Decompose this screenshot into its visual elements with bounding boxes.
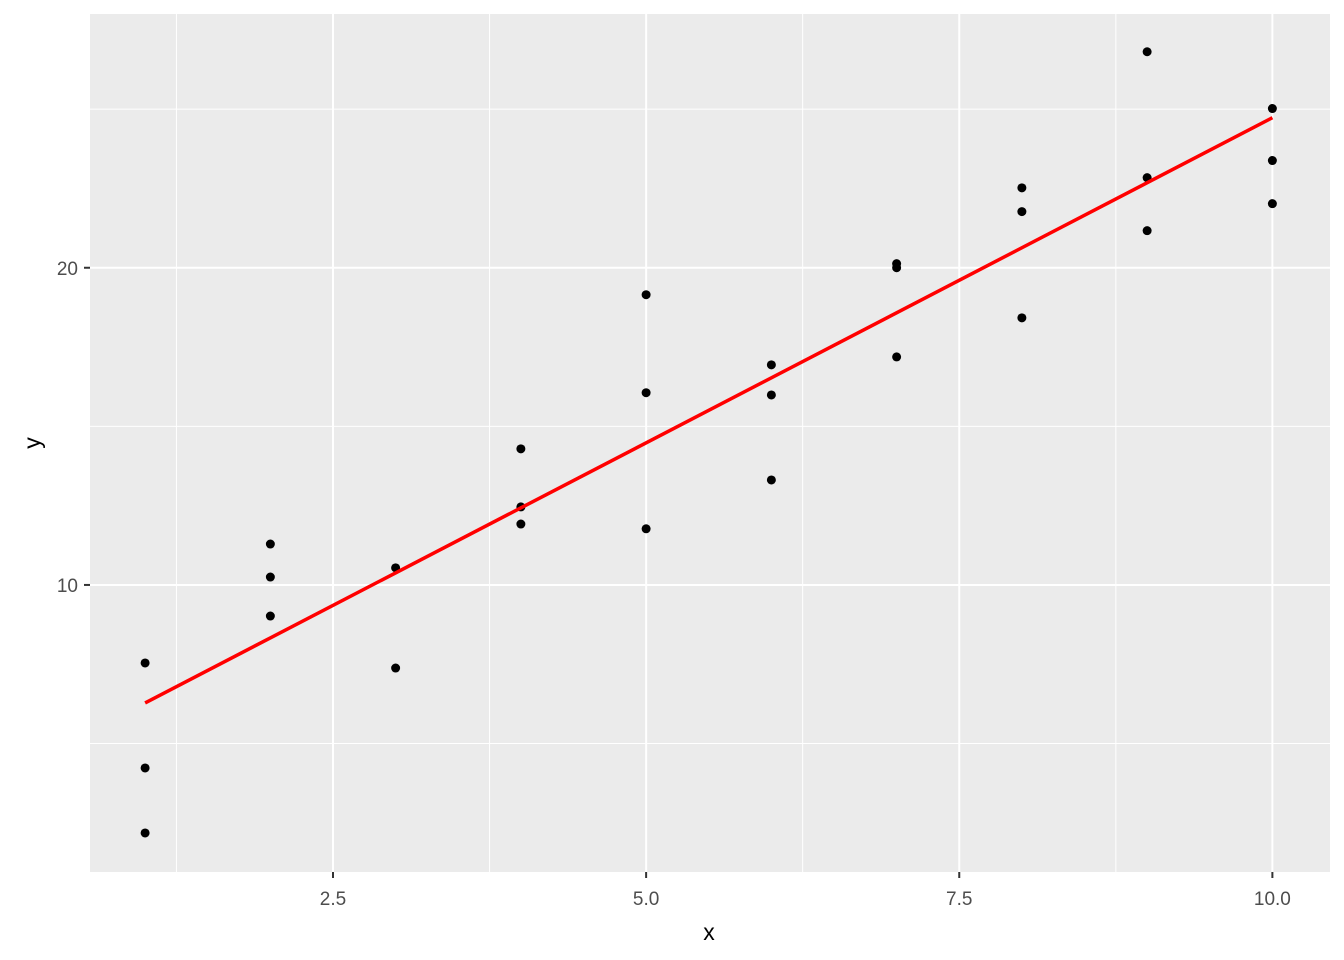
y-tick-label: 20 [57, 259, 78, 280]
minor-gridlines [90, 14, 1330, 872]
data-point [1267, 156, 1277, 166]
data-point [766, 390, 776, 400]
data-point [140, 828, 150, 838]
axis-ticks: 2.5 5.0 7.5 10.0 10 20 [57, 259, 1291, 910]
data-point [1267, 104, 1277, 114]
data-point [140, 763, 150, 773]
data-point [641, 290, 651, 300]
x-tick-label: 2.5 [320, 889, 346, 910]
data-point [766, 475, 776, 485]
data-point [1267, 199, 1277, 209]
x-tick-label: 7.5 [946, 889, 972, 910]
data-point [516, 444, 526, 454]
x-tick-label: 5.0 [633, 889, 659, 910]
data-points [140, 47, 1277, 838]
data-point [892, 263, 902, 273]
data-point [1017, 207, 1027, 217]
x-tick-label: 10.0 [1254, 889, 1291, 910]
data-point [265, 611, 275, 621]
data-point [265, 539, 275, 549]
data-point [892, 352, 902, 362]
data-point [391, 663, 401, 673]
data-point [641, 388, 651, 398]
data-point [140, 658, 150, 668]
data-point [766, 360, 776, 370]
y-axis-label: y [19, 437, 45, 449]
plot-panel [90, 14, 1330, 872]
data-point [1142, 226, 1152, 236]
data-point [516, 519, 526, 529]
data-point [1142, 47, 1152, 57]
data-point [265, 572, 275, 582]
x-axis-label: x [703, 919, 715, 945]
y-tick-label: 10 [57, 576, 78, 597]
regression-line [144, 116, 1274, 705]
data-point [1017, 313, 1027, 323]
data-point [1017, 183, 1027, 193]
data-point [641, 524, 651, 534]
